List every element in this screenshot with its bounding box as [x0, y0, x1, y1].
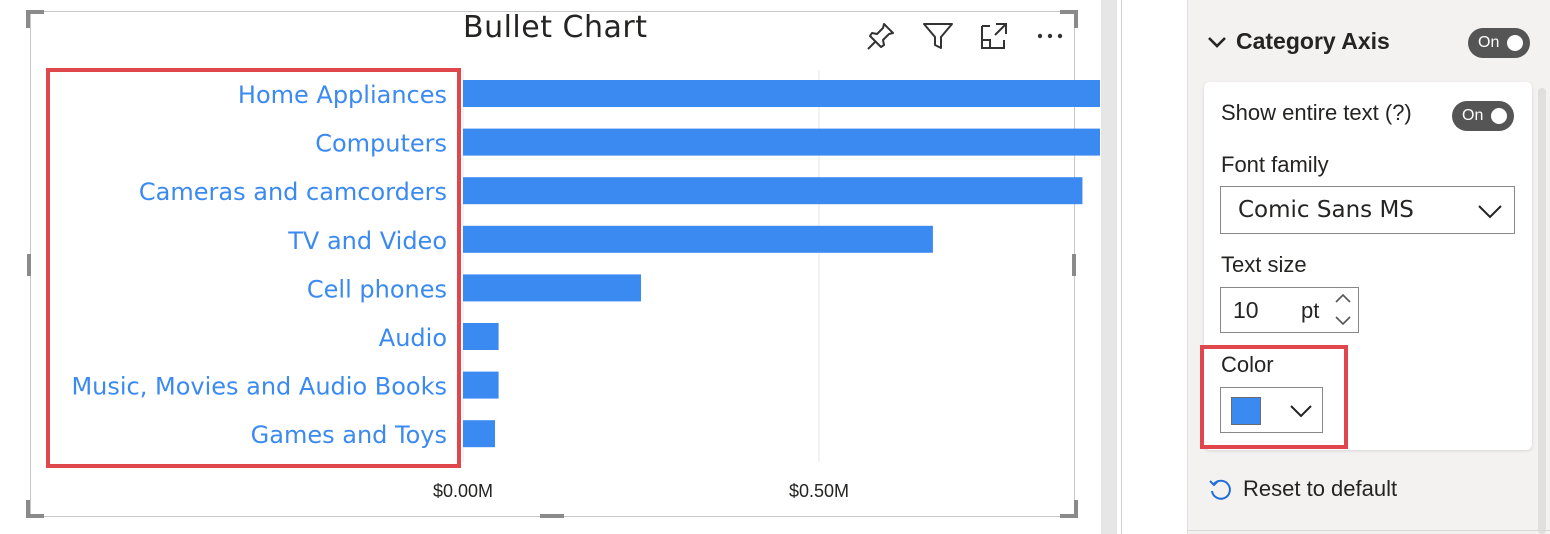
reset-label: Reset to default: [1243, 476, 1398, 501]
chevron-down-icon: [1478, 205, 1502, 219]
bar[interactable]: [463, 420, 496, 448]
divider: [1187, 530, 1550, 531]
text-size-label: Text size: [1221, 252, 1307, 277]
filter-icon[interactable]: [920, 18, 956, 54]
text-size-unit: pt: [1301, 298, 1320, 323]
color-swatch: [1231, 397, 1261, 425]
category-label: Cell phones: [307, 275, 447, 303]
toggle-label: On: [1478, 34, 1500, 51]
text-size-stepper[interactable]: pt: [1220, 287, 1359, 333]
category-axis-section-header[interactable]: Category Axis: [1206, 28, 1390, 55]
resize-handle-top-left[interactable]: [26, 10, 44, 14]
chevron-down-icon: [1208, 36, 1226, 48]
category-axis-toggle[interactable]: On: [1468, 28, 1530, 58]
focus-mode-icon[interactable]: [976, 18, 1012, 54]
reset-icon: [1209, 479, 1231, 500]
chevron-down-icon[interactable]: [1333, 314, 1353, 328]
chevron-down-icon: [1290, 405, 1312, 418]
show-entire-text-label: Show entire text (?): [1221, 100, 1412, 125]
toggle-knob: [1491, 108, 1507, 124]
resize-handle-bottom-right[interactable]: [1074, 500, 1078, 518]
pin-icon[interactable]: [863, 18, 899, 54]
category-labels-highlight: [46, 68, 461, 468]
color-label: Color: [1221, 352, 1274, 377]
category-label: Audio: [379, 324, 447, 352]
pane-scrollbar[interactable]: [1538, 88, 1546, 534]
category-label: TV and Video: [287, 227, 447, 255]
bar[interactable]: [463, 225, 933, 253]
category-label: Home Appliances: [238, 81, 447, 109]
bar[interactable]: [463, 177, 1083, 205]
canvas-scrollbar[interactable]: [1101, 0, 1117, 534]
bar-chart: Home Appliances Computers Cameras and camc…: [71, 70, 1100, 501]
bar[interactable]: [463, 274, 641, 302]
section-title: Category Axis: [1236, 28, 1390, 54]
bar[interactable]: [463, 371, 499, 399]
category-label: Games and Toys: [251, 421, 447, 449]
toggle-knob: [1507, 35, 1523, 51]
font-family-dropdown[interactable]: Comic Sans MS: [1220, 186, 1515, 234]
color-setting-highlight: [1200, 345, 1348, 449]
resize-handle-top-left[interactable]: [26, 10, 30, 28]
show-entire-text-toggle[interactable]: On: [1452, 101, 1514, 131]
resize-handle-top-right[interactable]: [1060, 10, 1078, 14]
category-label: Cameras and camcorders: [139, 178, 447, 206]
reset-to-default-button[interactable]: Reset to default: [1207, 476, 1397, 502]
x-tick-label: $0.00M: [433, 481, 493, 501]
resize-handle-left[interactable]: [27, 254, 31, 276]
bar[interactable]: [463, 323, 499, 350]
bar[interactable]: [463, 128, 1100, 156]
font-family-label: Font family: [1221, 152, 1329, 177]
resize-handle-top-right[interactable]: [1074, 10, 1078, 28]
chart-title: Bullet Chart: [463, 10, 648, 45]
resize-handle-bottom-left[interactable]: [26, 500, 30, 518]
color-picker[interactable]: [1220, 387, 1323, 433]
font-family-value: Comic Sans MS: [1238, 197, 1414, 223]
resize-handle-bottom-right[interactable]: [1060, 514, 1078, 518]
bar[interactable]: [463, 80, 1100, 107]
more-options-icon[interactable]: [1033, 18, 1069, 54]
resize-handle-right[interactable]: [1072, 254, 1076, 276]
divider: [1121, 0, 1122, 534]
category-label: Computers: [315, 130, 447, 158]
category-label: Music, Movies and Audio Books: [71, 373, 447, 401]
chevron-up-icon[interactable]: [1333, 291, 1353, 305]
x-tick-label: $0.50M: [789, 481, 849, 501]
toggle-label: On: [1462, 107, 1484, 124]
resize-handle-bottom-left[interactable]: [26, 514, 44, 518]
text-size-input[interactable]: [1231, 296, 1295, 325]
resize-handle-bottom[interactable]: [540, 514, 564, 518]
